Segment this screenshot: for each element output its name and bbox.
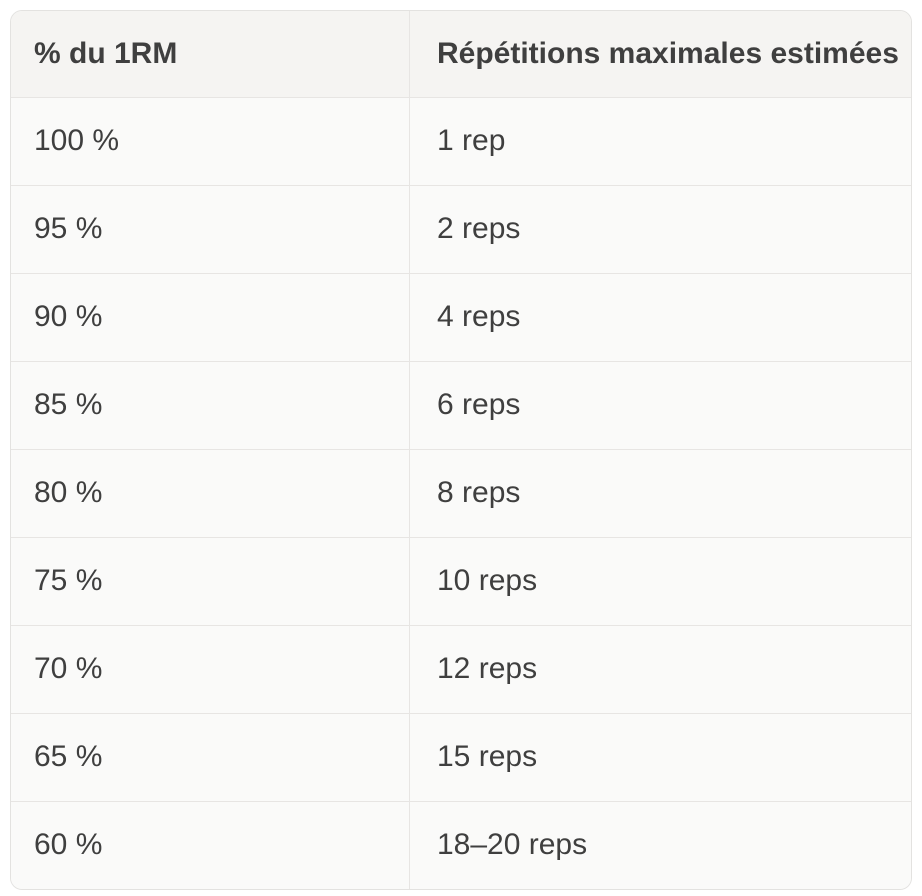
cell-percent: 80 % (11, 449, 409, 537)
cell-percent: 75 % (11, 537, 409, 625)
table-grid: % du 1RM Répétitions maximales estimées … (11, 11, 911, 889)
rm-percentage-table: % du 1RM Répétitions maximales estimées … (10, 10, 912, 890)
cell-percent: 65 % (11, 713, 409, 801)
cell-reps: 12 reps (409, 625, 911, 713)
cell-percent: 95 % (11, 185, 409, 273)
cell-reps: 6 reps (409, 361, 911, 449)
cell-reps: 8 reps (409, 449, 911, 537)
cell-percent: 85 % (11, 361, 409, 449)
cell-percent: 90 % (11, 273, 409, 361)
cell-reps: 2 reps (409, 185, 911, 273)
cell-reps: 18–20 reps (409, 801, 911, 889)
cell-percent: 100 % (11, 97, 409, 185)
cell-reps: 15 reps (409, 713, 911, 801)
column-header-percent: % du 1RM (11, 11, 409, 97)
cell-reps: 1 rep (409, 97, 911, 185)
cell-percent: 70 % (11, 625, 409, 713)
cell-percent: 60 % (11, 801, 409, 889)
column-header-reps: Répétitions maximales estimées (409, 11, 911, 97)
cell-reps: 10 reps (409, 537, 911, 625)
cell-reps: 4 reps (409, 273, 911, 361)
